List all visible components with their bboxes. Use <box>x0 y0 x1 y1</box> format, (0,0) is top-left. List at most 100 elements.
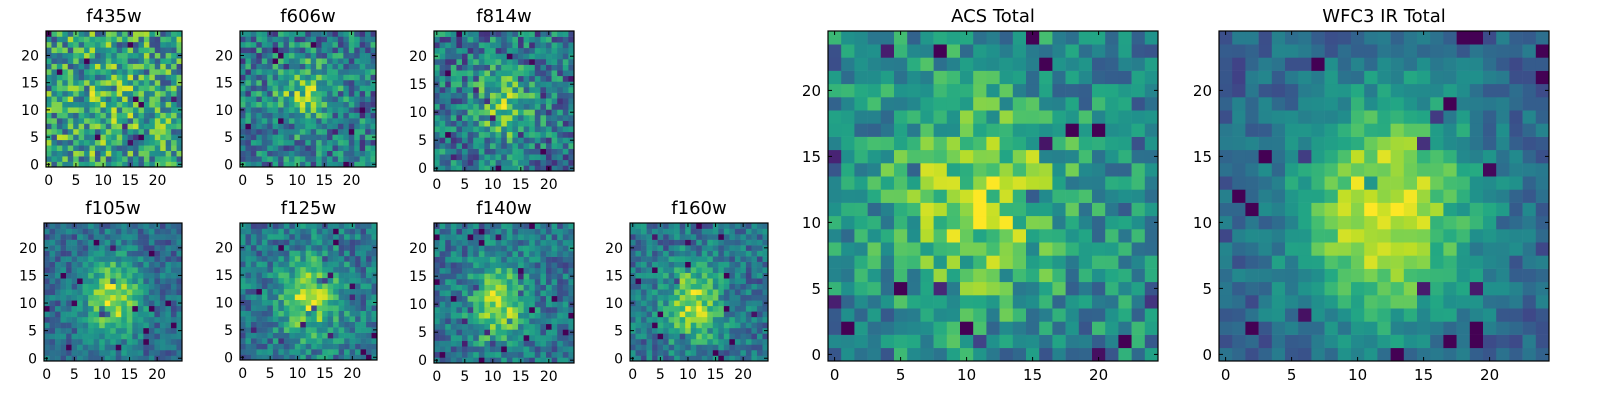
heatmap-cell <box>154 239 161 246</box>
heatmap-cell <box>1012 242 1027 256</box>
heatmap-cell <box>445 98 452 105</box>
heatmap-cell <box>348 74 355 81</box>
heatmap-cell <box>267 299 274 306</box>
heatmap-cell <box>159 327 166 334</box>
heatmap-cell <box>973 295 987 309</box>
heatmap-cell <box>445 273 452 280</box>
heatmap-cell <box>518 59 524 65</box>
heatmap-cell <box>289 272 296 279</box>
heatmap-cell <box>349 228 356 235</box>
heatmap-cell <box>176 261 183 268</box>
heatmap-cell <box>546 245 552 252</box>
heatmap-cell <box>551 42 558 49</box>
heatmap-cell <box>529 228 536 235</box>
heatmap-cell <box>668 327 675 334</box>
heatmap-cell <box>568 115 575 121</box>
heatmap-cell <box>105 128 112 135</box>
heatmap-cell <box>495 279 502 285</box>
heatmap-cell <box>176 47 183 54</box>
heatmap-cell <box>663 245 669 251</box>
heatmap-cell <box>445 262 452 269</box>
heatmap-cell <box>657 333 664 340</box>
heatmap-cell <box>111 161 118 168</box>
heatmap-cell <box>355 288 361 295</box>
heatmap-cell <box>484 256 491 263</box>
heatmap-cell <box>176 101 183 108</box>
heatmap-cell <box>518 312 524 319</box>
heatmap-cell <box>159 278 166 285</box>
heatmap-cell <box>540 312 547 319</box>
heatmap-cell <box>557 42 564 49</box>
heatmap-cell <box>321 63 328 70</box>
heatmap-cell <box>445 103 452 110</box>
heatmap-cell <box>176 63 183 70</box>
heatmap-cell <box>523 103 530 110</box>
heatmap-cell <box>305 288 312 295</box>
heatmap-cell <box>366 244 372 251</box>
heatmap-cell <box>283 31 290 37</box>
heatmap-cell <box>316 255 323 262</box>
heatmap-cell <box>450 148 457 155</box>
heatmap-cell <box>360 277 367 284</box>
heatmap-cell <box>999 202 1014 217</box>
heatmap-cell <box>60 228 67 235</box>
heatmap-cell <box>751 349 758 356</box>
heatmap-cell <box>245 255 252 262</box>
heatmap-cell <box>272 41 279 48</box>
heatmap-cell <box>546 335 552 341</box>
heatmap-cell <box>272 90 279 97</box>
heatmap-cell <box>1078 268 1093 283</box>
heatmap-cell <box>506 131 513 138</box>
heatmap-cell <box>154 36 161 43</box>
heatmap-cell <box>115 228 122 235</box>
heatmap-cell <box>111 128 118 135</box>
heatmap-cell <box>707 300 714 307</box>
heatmap-cell <box>299 123 306 130</box>
heatmap-cell <box>165 58 172 64</box>
heatmap-cell <box>60 234 67 240</box>
heatmap-cell <box>261 332 268 339</box>
heatmap-cell <box>518 335 524 341</box>
heatmap-cell <box>880 295 895 309</box>
heatmap-cell <box>143 333 150 340</box>
heatmap-cell <box>322 310 328 317</box>
heatmap-cell <box>104 223 111 229</box>
heatmap-cell <box>338 283 345 290</box>
heatmap-cell <box>137 228 144 235</box>
heatmap-cell <box>349 305 356 311</box>
heatmap-cell <box>450 47 457 54</box>
heatmap-cell <box>1039 176 1053 190</box>
heatmap-cell <box>165 134 172 141</box>
heatmap-cell <box>712 239 719 246</box>
heatmap-cell <box>366 299 372 306</box>
heatmap-cell <box>78 58 85 64</box>
heatmap-cell <box>641 228 647 235</box>
heatmap-cell <box>540 159 547 166</box>
heatmap-cell <box>278 310 285 317</box>
heatmap-cell <box>652 283 658 290</box>
heatmap-cell <box>473 346 480 353</box>
heatmap-cell <box>305 47 312 54</box>
heatmap-cell <box>256 316 263 322</box>
heatmap-cell <box>501 148 508 155</box>
heatmap-cell <box>316 244 323 251</box>
heatmap-cell <box>445 307 452 313</box>
heatmap-cell <box>973 281 987 296</box>
heatmap-cell <box>127 112 134 119</box>
heatmap-cell <box>359 128 366 135</box>
heatmap-cell <box>71 245 78 251</box>
heatmap-cell <box>240 63 246 70</box>
heatmap-cell <box>456 256 463 263</box>
heatmap-cell <box>51 85 58 92</box>
heatmap-cell <box>751 305 758 312</box>
heatmap-cell <box>986 321 1000 335</box>
heatmap-cell <box>93 300 100 307</box>
heatmap-cell <box>562 312 569 319</box>
heatmap-cell <box>332 128 339 135</box>
heatmap-cell <box>359 150 366 157</box>
heatmap-cell <box>93 311 100 318</box>
heatmap-cell <box>348 101 355 108</box>
heatmap-cell <box>55 223 61 229</box>
heatmap-cell <box>240 36 246 43</box>
heatmap-cell <box>311 272 318 279</box>
